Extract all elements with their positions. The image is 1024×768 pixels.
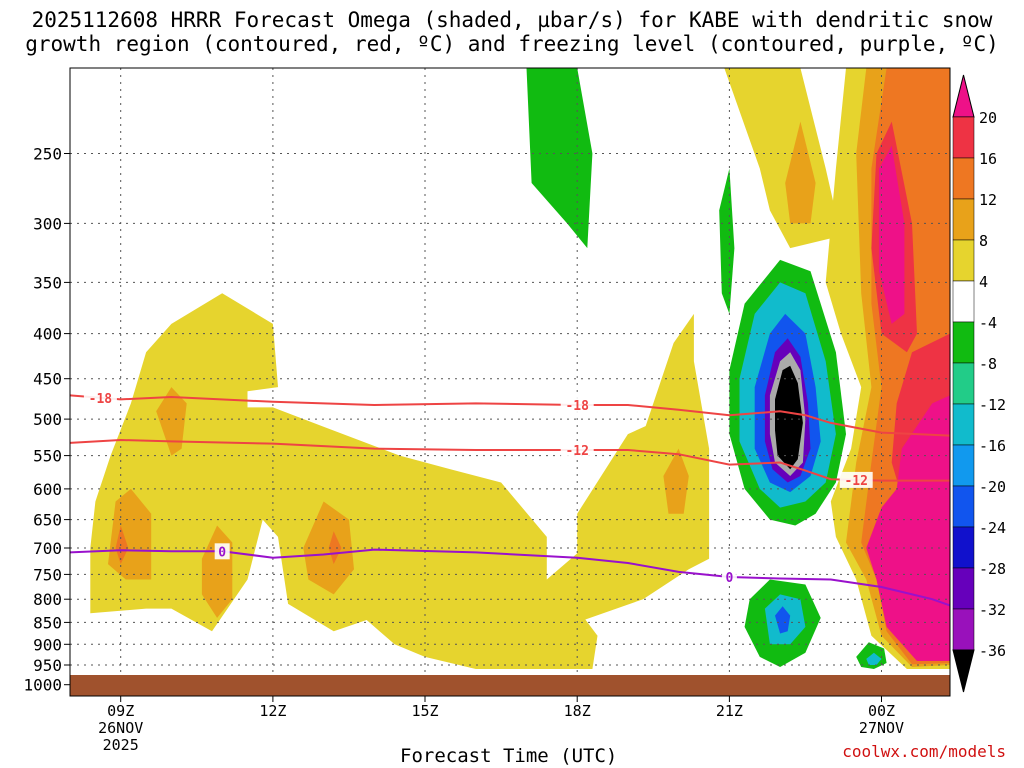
y-tick-label: 400 bbox=[33, 325, 62, 344]
colorbar-label: -8 bbox=[979, 355, 997, 373]
colorbar-swatch bbox=[952, 280, 975, 323]
colorbar: 20 16 12 8 4 -4 -8 -12 -16 -20 -24 -28 -32 -36 bbox=[952, 74, 1006, 693]
contour-label-bg bbox=[721, 569, 737, 585]
contour-label-bg bbox=[839, 471, 873, 488]
y-tick-label: 900 bbox=[33, 635, 62, 654]
colorbar-label: -12 bbox=[979, 396, 1006, 414]
chart-title-line1: 2025112608 HRRR Forecast Omega (shaded, … bbox=[31, 8, 993, 32]
x-axis-title: Forecast Time (UTC) bbox=[400, 745, 618, 767]
colorbar-swatch bbox=[952, 116, 975, 159]
colorbar-label: -20 bbox=[979, 478, 1006, 496]
x-tick-label: 12Z bbox=[259, 702, 286, 720]
plot-frame bbox=[69, 67, 951, 697]
omega-shading bbox=[90, 68, 950, 669]
shade-region-9 bbox=[328, 531, 342, 565]
contour-label: -12 bbox=[565, 444, 588, 459]
x-tick-label: 15Z bbox=[411, 702, 438, 720]
y-tick-label: 700 bbox=[33, 539, 62, 558]
y-axis: 250 300 350 400 450 500 550 600 650 700 750 800 850 9… bbox=[23, 145, 70, 695]
y-tick-label: 600 bbox=[33, 480, 62, 499]
y-tick-label: 550 bbox=[33, 447, 62, 466]
colorbar-swatch bbox=[952, 485, 975, 528]
y-tick-label: 800 bbox=[33, 590, 62, 609]
colorbar-swatch bbox=[952, 567, 975, 610]
y-tick-label: 750 bbox=[33, 565, 62, 584]
x-tick-label: 18Z bbox=[564, 702, 591, 720]
colorbar-swatch bbox=[952, 444, 975, 487]
shade-region-2 bbox=[364, 564, 598, 669]
shade-region-6 bbox=[303, 501, 354, 595]
shade-region-20 bbox=[719, 168, 735, 314]
shade-region-31 bbox=[866, 652, 882, 665]
colorbar-label: 8 bbox=[979, 232, 988, 250]
colorbar-label: -16 bbox=[979, 437, 1006, 455]
shade-region-19 bbox=[526, 68, 593, 249]
colorbar-swatch bbox=[952, 157, 975, 200]
x-tick-date: 26NOV bbox=[98, 719, 143, 737]
y-tick-label: 250 bbox=[33, 145, 62, 164]
y-tick-label: 500 bbox=[33, 410, 62, 429]
contour-label: 0 bbox=[218, 545, 226, 560]
shade-region-1 bbox=[577, 411, 704, 600]
credit-text: coolwx.com/models bbox=[842, 742, 1006, 761]
shade-region-8 bbox=[115, 525, 129, 565]
colorbar-swatch bbox=[952, 526, 975, 569]
shade-region-26 bbox=[775, 365, 803, 470]
contour-label: -18 bbox=[565, 399, 589, 414]
colorbar-label: -32 bbox=[979, 601, 1006, 619]
x-tick-label: 09Z bbox=[107, 702, 134, 720]
shade-region-11 bbox=[785, 121, 816, 224]
colorbar-label: -4 bbox=[979, 314, 997, 332]
colorbar-label: -36 bbox=[979, 642, 1006, 660]
colorbar-bottom-arrow bbox=[952, 649, 975, 693]
shade-region-4 bbox=[156, 387, 187, 456]
y-tick-label: 850 bbox=[33, 613, 62, 632]
contour-label: 0 bbox=[725, 571, 733, 586]
contour-label-bg bbox=[560, 442, 594, 458]
contour-dendritic-minus18 bbox=[70, 394, 950, 437]
colorbar-top-arrow bbox=[952, 74, 975, 118]
chart-title-line2: growth region (contoured, red, ºC) and f… bbox=[25, 32, 999, 56]
y-tick-label: 350 bbox=[33, 273, 62, 292]
y-tick-label: 450 bbox=[33, 370, 62, 389]
contour-freezing-level bbox=[70, 548, 950, 607]
y-tick-label: 950 bbox=[33, 656, 62, 675]
colorbar-swatch bbox=[952, 321, 975, 364]
colorbar-swatch bbox=[952, 403, 975, 446]
contour-label-bg bbox=[83, 389, 117, 406]
shade-region-17 bbox=[879, 145, 905, 324]
contour-label-bg bbox=[214, 543, 230, 560]
y-tick-label: 1000 bbox=[23, 676, 62, 695]
colorbar-label: 4 bbox=[979, 273, 988, 291]
colorbar-swatch bbox=[952, 362, 975, 405]
shade-region-7 bbox=[663, 448, 689, 514]
colorbar-label: 20 bbox=[979, 109, 997, 127]
x-tick-label: 00Z bbox=[868, 702, 895, 720]
colorbar-label: -24 bbox=[979, 519, 1006, 537]
contour-label: -12 bbox=[844, 474, 867, 489]
colorbar-label: 16 bbox=[979, 150, 997, 168]
colorbar-swatch bbox=[952, 608, 975, 651]
shade-region-18 bbox=[866, 395, 950, 661]
contour-dendritic-minus12 bbox=[70, 438, 950, 482]
y-tick-label: 650 bbox=[33, 511, 62, 530]
colorbar-label: -28 bbox=[979, 560, 1006, 578]
surface-terrain bbox=[70, 675, 950, 696]
contour-label-bg bbox=[560, 397, 594, 413]
contours: -18 -18 -12 -12 0 0 bbox=[70, 389, 950, 607]
y-tick-label: 300 bbox=[33, 214, 62, 233]
x-tick-year: 2025 bbox=[103, 736, 139, 754]
x-tick-date: 27NOV bbox=[859, 719, 904, 737]
shade-region-29 bbox=[775, 606, 791, 634]
colorbar-label: 12 bbox=[979, 191, 997, 209]
colorbar-swatch bbox=[952, 239, 975, 282]
contour-label: -18 bbox=[89, 392, 113, 407]
x-tick-label: 21Z bbox=[716, 702, 743, 720]
colorbar-swatch bbox=[952, 198, 975, 241]
